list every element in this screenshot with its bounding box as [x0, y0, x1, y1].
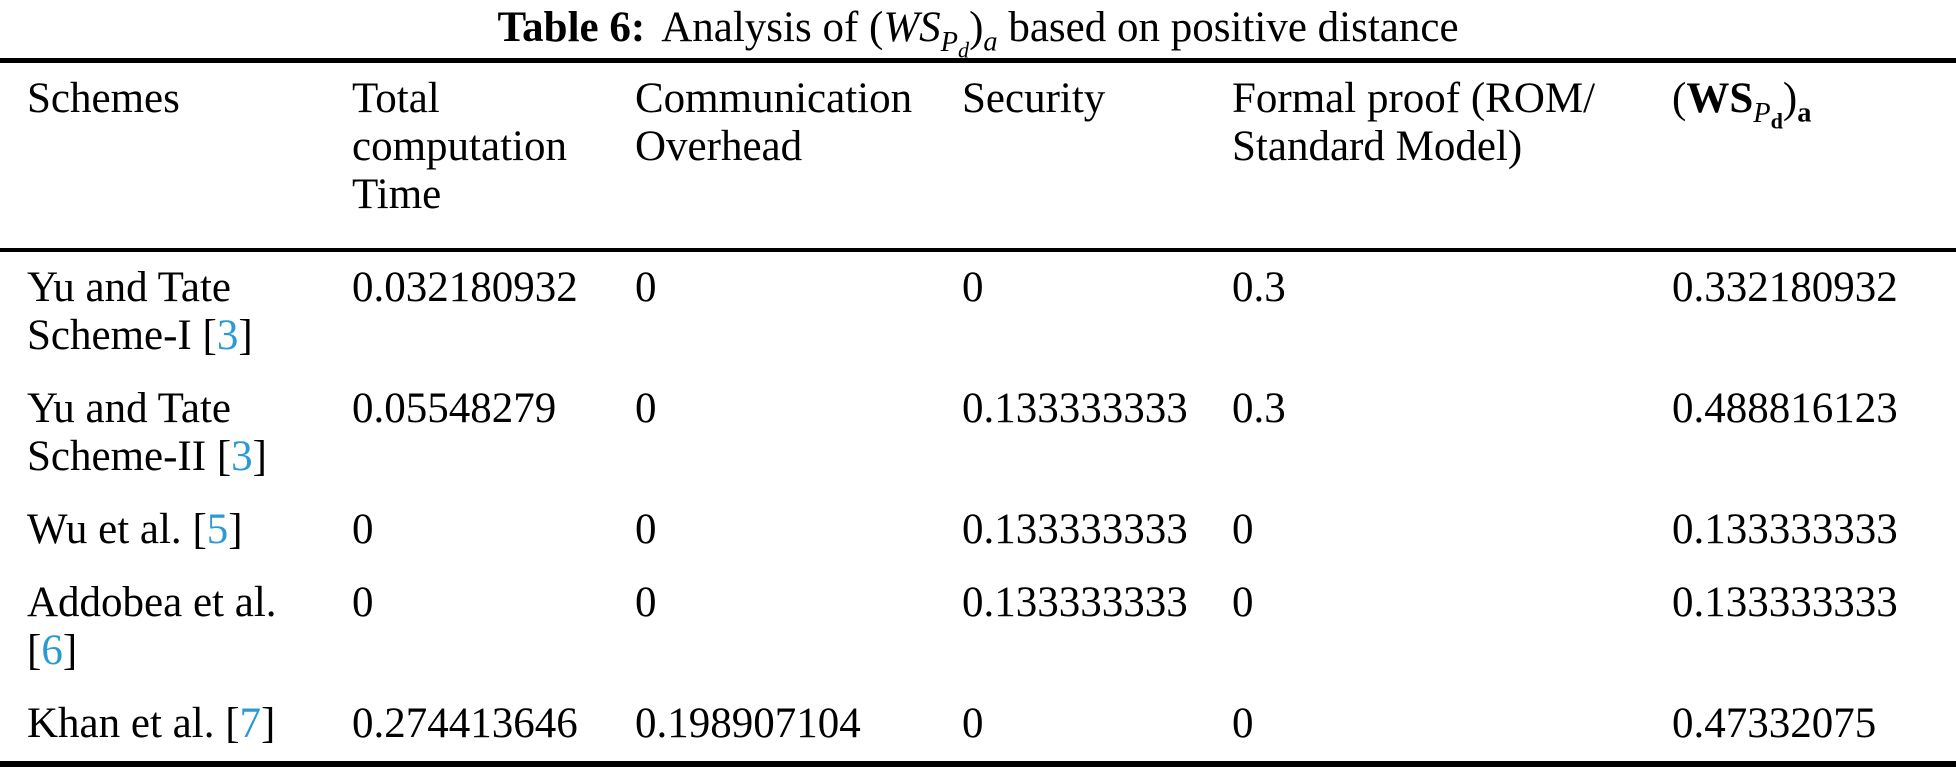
formula-sub-d: d [958, 37, 970, 63]
citation-link[interactable]: 7 [239, 700, 262, 747]
formula-sub-d: d [1770, 108, 1783, 134]
citation-bracket: [ [225, 700, 240, 747]
column-header-formal-proof: Formal proof (ROM/Standard Model) [1232, 61, 1672, 251]
table-caption: Table 6: Analysis of (WSPd)a based on pos… [0, 0, 1956, 61]
column-header-schemes: Schemes [27, 75, 180, 122]
formula-sub-a: a [1797, 97, 1812, 129]
formula-sub-a: a [983, 26, 998, 58]
table-row: Yu and Tate Scheme-II [3] 0.05548279 0 0… [0, 373, 1956, 494]
formula-sub-p: P [1753, 97, 1771, 129]
ws-formula-header: (WSPd)a [1672, 75, 1811, 132]
cell-communication-overhead: 0 [635, 385, 657, 432]
table-row: Addobea et al. [6] 0 0 0.133333333 0 0.1… [0, 567, 1956, 688]
header-row: Schemes Total computation Time Communica… [0, 61, 1956, 251]
cell-formal-proof: 0 [1232, 700, 1254, 747]
table-caption-label: Table 6: [497, 4, 646, 51]
cell-ws-value: 0.133333333 [1672, 579, 1898, 626]
table-row: Wu et al. [5] 0 0 0.133333333 0 0.133333… [0, 494, 1956, 567]
cell-ws-value: 0.47332075 [1672, 700, 1877, 747]
cell-total-computation-time: 0 [352, 506, 374, 553]
citation-bracket: [ [202, 312, 217, 359]
cell-scheme: Yu and Tate Scheme-I [3] [0, 250, 352, 373]
cell-communication-overhead: 0 [635, 264, 657, 311]
formula-ws: WS [1686, 75, 1754, 122]
cell-formal-proof: 0 [1232, 579, 1254, 626]
cell-formal-proof: 0 [1232, 506, 1254, 553]
cell-communication-overhead: 0 [635, 506, 657, 553]
citation: [7] [225, 700, 275, 747]
analysis-table: Schemes Total computation Time Communica… [0, 58, 1956, 767]
citation-link[interactable]: 3 [216, 312, 239, 359]
cell-scheme: Addobea et al. [6] [0, 567, 352, 688]
citation-link[interactable]: 5 [206, 506, 229, 553]
cell-ws-value: 0.133333333 [1672, 506, 1898, 553]
formula-ws: WS [883, 4, 941, 51]
scheme-name: Khan et al. [27, 700, 215, 747]
cell-ws-value: 0.488816123 [1672, 385, 1898, 432]
scheme-name: Addobea et al. [27, 579, 277, 626]
cell-scheme: Wu et al. [5] [0, 494, 352, 567]
citation-bracket: ] [238, 312, 253, 359]
table-row: Yu and Tate Scheme-I [3] 0.032180932 0 0… [0, 250, 1956, 373]
formula-open-paren: ( [869, 4, 884, 51]
citation: [6] [27, 627, 77, 674]
cell-security: 0 [962, 264, 984, 311]
citation-bracket: ] [252, 433, 267, 480]
formula-close-paren: ) [1782, 75, 1798, 122]
cell-scheme: Yu and Tate Scheme-II [3] [0, 373, 352, 494]
citation-bracket: ] [228, 506, 243, 553]
cell-scheme: Khan et al. [7] [0, 688, 352, 764]
citation-bracket: ] [62, 627, 78, 674]
citation-bracket: [ [192, 506, 207, 553]
cell-security: 0.133333333 [962, 385, 1188, 432]
citation-link[interactable]: 3 [231, 433, 253, 480]
citation-bracket: [ [27, 627, 42, 674]
cell-total-computation-time: 0.05548279 [352, 385, 557, 432]
ws-formula-title: (WSPd)a [869, 4, 998, 61]
citation: [5] [192, 506, 242, 553]
formal-proof-line2: Standard Model) [1232, 123, 1523, 170]
table-row: Khan et al. [7] 0.274413646 0.198907104 … [0, 688, 1956, 764]
table-caption-prefix: Analysis of [661, 4, 859, 51]
formal-proof-line1: Formal proof (ROM/ [1232, 75, 1596, 122]
citation: [3] [217, 433, 267, 480]
table-caption-suffix: based on positive distance [1008, 4, 1459, 51]
cell-formal-proof: 0.3 [1232, 385, 1286, 432]
cell-communication-overhead: 0 [635, 579, 657, 626]
citation-bracket: [ [216, 433, 232, 480]
cell-communication-overhead: 0.198907104 [635, 700, 861, 747]
citation-bracket: ] [261, 700, 276, 747]
scheme-name: Yu and Tate Scheme-I [27, 264, 231, 359]
formula-sub-p: P [940, 26, 959, 58]
cell-ws-value: 0.332180932 [1672, 264, 1898, 311]
column-header-security: Security [962, 75, 1106, 122]
cell-security: 0.133333333 [962, 579, 1188, 626]
formula-open-paren: ( [1672, 75, 1687, 122]
citation: [3] [203, 312, 253, 359]
column-header-total-computation-time: Total computation Time [352, 75, 567, 218]
column-header-communication-overhead: Communication Overhead [635, 75, 913, 170]
cell-security: 0 [962, 700, 984, 747]
cell-total-computation-time: 0.032180932 [352, 264, 578, 311]
cell-total-computation-time: 0 [352, 579, 374, 626]
formula-close-paren: ) [969, 4, 984, 51]
scheme-name: Yu and Tate Scheme-II [27, 385, 231, 480]
cell-security: 0.133333333 [962, 506, 1188, 553]
cell-total-computation-time: 0.274413646 [352, 700, 578, 747]
citation-link[interactable]: 6 [41, 627, 63, 674]
scheme-name: Wu et al. [27, 506, 182, 553]
column-header-ws-formula: (WSPd)a [1672, 61, 1956, 251]
cell-formal-proof: 0.3 [1232, 264, 1286, 311]
